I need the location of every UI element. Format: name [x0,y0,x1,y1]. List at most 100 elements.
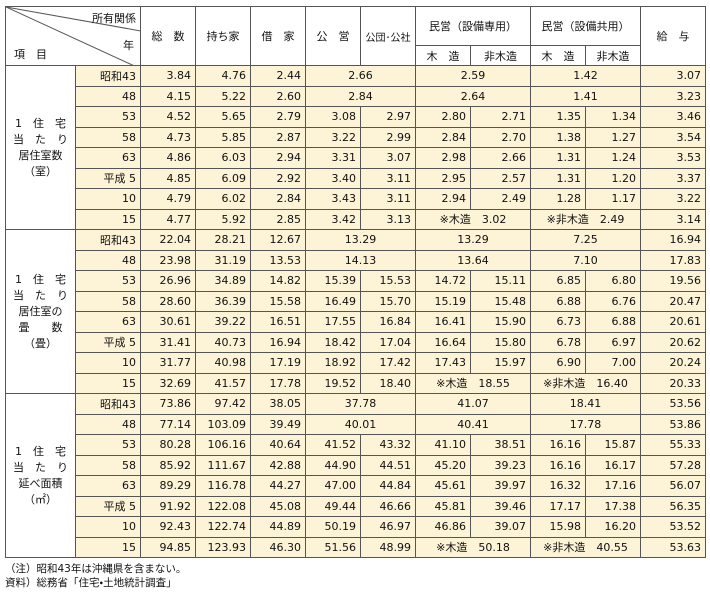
value-cell: 7.00 [585,352,641,374]
value-cell: 53.63 [640,536,706,558]
value-cell: 39.49 [250,413,306,435]
year-cell: 平成 5 [75,495,141,517]
value-cell: 31.77 [140,352,196,374]
value-cell: 14.82 [250,270,306,292]
value-cell: 15.53 [360,270,416,292]
value-cell: 17.83 [640,249,706,271]
value-cell: 22.04 [140,229,196,251]
value-cell: 1.31 [530,147,586,169]
group-label-line: 居住室の [18,304,63,318]
group-label: 1 住 宅当 た り居住室の畳 数 （畳） [5,229,76,394]
value-cell: 45.81 [415,495,471,517]
value-cell: 38.05 [250,393,306,415]
value-cell: 13.29 [305,229,416,251]
value-cell: 2.84 [415,126,471,148]
value-cell: 45.20 [415,454,471,476]
value-cell: 37.78 [305,393,416,415]
data-row: 53 26.96 34.89 14.82 15.39 15.53 14.72 15.11 6.8… [6,270,706,292]
year-cell: 平成 5 [75,331,141,353]
value-cell: 44.51 [360,454,416,476]
value-cell: 15.87 [585,434,641,456]
value-cell: 42.88 [250,454,306,476]
value-cell: 50.19 [305,516,361,538]
value-cell: 34.89 [195,270,251,292]
value-cell: 6.02 [195,188,251,210]
value-cell: 41.07 [415,393,531,415]
year-cell: 48 [75,413,141,435]
value-cell: 116.78 [195,475,251,497]
table-wrap: 所有関係 年 項 目 総 数 持ち家 借 家 公 営 公団･公社 民営（設備専用… [5,6,706,558]
value-cell: 44.27 [250,475,306,497]
value-cell: 4.79 [140,188,196,210]
value-cell: 40.41 [415,413,531,435]
value-cell: 3.11 [360,188,416,210]
data-row: 平成 5 91.92 122.08 45.08 49.44 46.66 45.81 39.46… [6,495,706,517]
value-cell: 32.69 [140,372,196,394]
column-header: 借 家 [250,6,306,66]
value-cell: 17.55 [305,311,361,333]
value-cell: 1.17 [585,188,641,210]
value-cell: 2.97 [360,106,416,128]
value-cell: 17.38 [585,495,641,517]
year-cell: 昭和43 [75,393,141,415]
value-cell: ※木造 18.55 [415,372,531,394]
value-cell: 2.71 [470,106,531,128]
group-label-line: 当 た り [13,132,68,146]
value-cell: 41.52 [305,434,361,456]
value-cell: 17.78 [530,413,641,435]
value-cell: 16.84 [360,311,416,333]
value-cell: 16.49 [305,290,361,312]
value-cell: 2.85 [250,208,306,230]
group-label-line: （室） [24,164,57,178]
value-cell: 17.17 [530,495,586,517]
value-cell: 3.07 [360,147,416,169]
value-cell: 77.14 [140,413,196,435]
value-cell: 6.76 [585,290,641,312]
value-cell: 3.31 [305,147,361,169]
value-cell: 2.59 [415,65,531,87]
diagonal [6,7,140,32]
value-cell: 51.56 [305,536,361,558]
value-cell: 1.35 [530,106,586,128]
table-body: 1 住 宅当 た り居住室数 （室） 昭和43 3.84 4.76 2.44 2.66 2.5… [5,65,706,558]
diagonal [6,7,133,65]
group-label: 1 住 宅当 た り延べ面積 （㎡） [5,393,76,558]
header-row: 所有関係 年 項 目 総 数 持ち家 借 家 公 営 公団･公社 民営（設備専用… [5,6,706,66]
value-cell: 20.24 [640,352,706,374]
value-cell: 45.61 [415,475,471,497]
data-row: 平成 5 4.85 6.09 2.92 3.40 3.11 2.95 2.57 1.31 1.20… [6,167,706,189]
data-row: 1 住 宅当 た り延べ面積 （㎡） 昭和43 73.86 97.42 38.05 37.7… [5,393,706,558]
value-cell: 1.27 [585,126,641,148]
column-header: 給 与 [640,6,706,66]
value-cell: 7.10 [530,249,641,271]
value-cell: 13.29 [415,229,531,251]
value-cell: 16.94 [640,229,706,251]
value-cell: 2.94 [415,188,471,210]
value-cell: 16.20 [585,516,641,538]
value-cell: 17.16 [585,475,641,497]
value-cell: 18.40 [360,372,416,394]
value-cell: 19.52 [305,372,361,394]
data-row: 10 31.77 40.98 17.19 18.92 17.42 17.43 15.97 6.9… [6,352,706,374]
value-cell: 15.19 [415,290,471,312]
value-cell: 46.86 [415,516,471,538]
value-cell: 46.66 [360,495,416,517]
value-cell: 53.86 [640,413,706,435]
year-cell: 48 [75,85,141,107]
column-header: 民営（設備専用） [415,6,531,46]
corner-year: 年 [123,39,134,52]
value-cell: 6.73 [530,311,586,333]
group-label-line: 1 住 宅 [15,444,66,458]
group-label-line: 1 住 宅 [15,116,66,130]
value-cell: 44.89 [250,516,306,538]
value-cell: 30.61 [140,311,196,333]
value-cell: 26.96 [140,270,196,292]
year-cell: 53 [75,106,141,128]
value-cell: 15.98 [530,516,586,538]
value-cell: 16.17 [585,454,641,476]
value-cell: 2.84 [305,85,416,107]
value-cell: 39.23 [470,454,531,476]
value-cell: 2.92 [250,167,306,189]
value-cell: 56.07 [640,475,706,497]
value-cell: 94.85 [140,536,196,558]
